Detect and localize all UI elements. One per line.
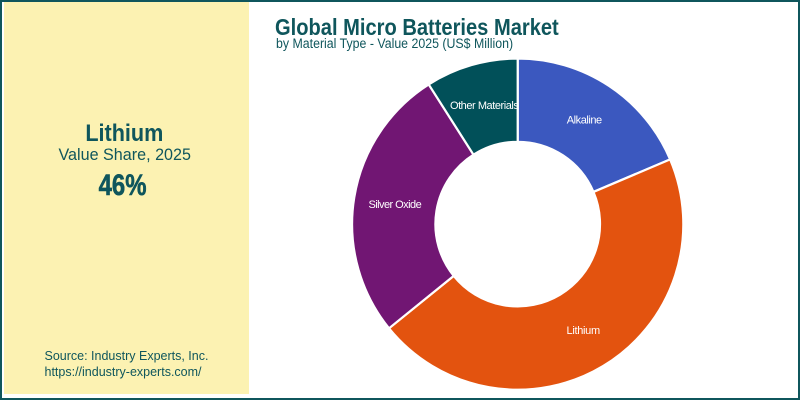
svg-text:Other Materials: Other Materials — [450, 100, 519, 112]
svg-text:Lithium: Lithium — [567, 325, 600, 337]
svg-text:Alkaline: Alkaline — [567, 114, 602, 126]
svg-text:Silver Oxide: Silver Oxide — [368, 199, 421, 211]
